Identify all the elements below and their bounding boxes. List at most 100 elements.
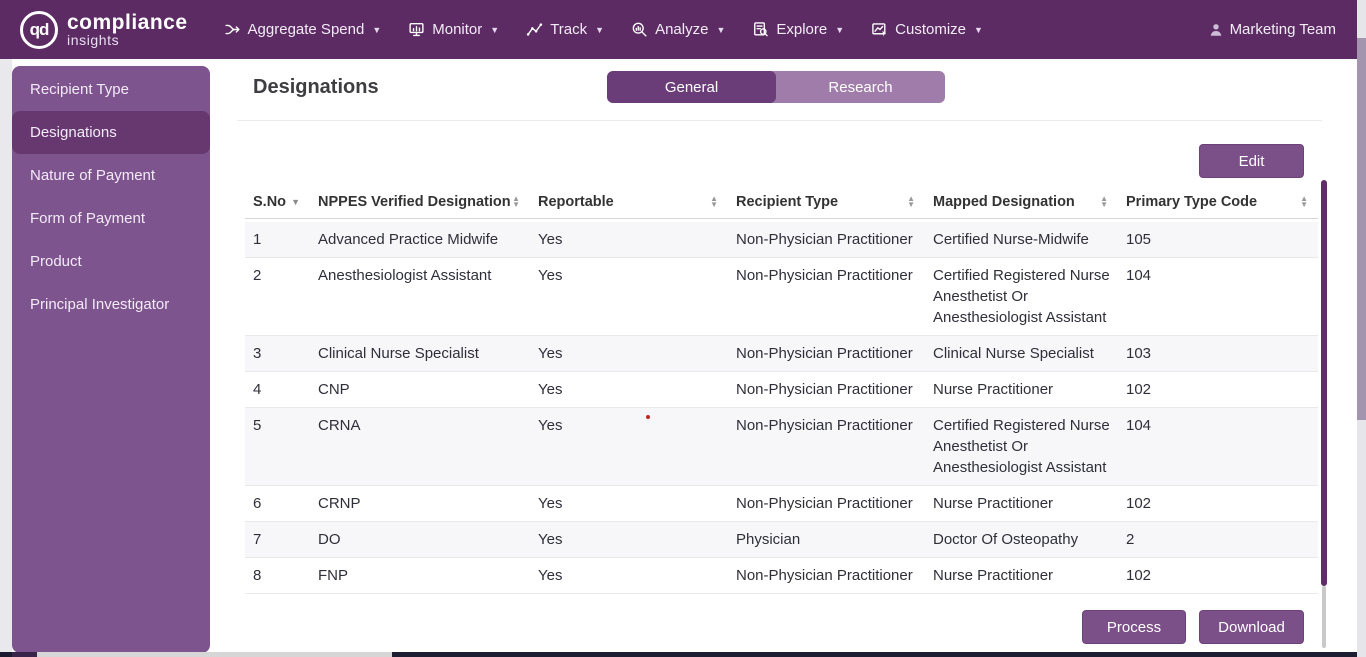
column-header-reportable[interactable]: Reportable ▲ ▼: [530, 188, 728, 210]
nav-item-explore[interactable]: Explore ▼: [752, 21, 844, 38]
sort-icon[interactable]: ▲ ▼: [710, 194, 718, 209]
cell-mapped: Nurse Practitioner: [933, 495, 1054, 512]
nav-item-label: Monitor: [432, 21, 483, 38]
table-row[interactable]: 3 Clinical Nurse Specialist Yes Non-Physici…: [245, 336, 1318, 372]
table-scrollbar-track[interactable]: [1322, 586, 1326, 648]
column-header-nppes-verified-designation[interactable]: NPPES Verified Designation ▲ ▼: [310, 188, 530, 210]
cell-code: 104: [1126, 267, 1152, 284]
sidebar-item-form-of-payment[interactable]: Form of Payment: [30, 210, 146, 227]
cell-code: 104: [1126, 417, 1152, 434]
table-row[interactable]: 5 CRNA Yes Non-Physician Practitioner Certif…: [245, 408, 1318, 486]
cell-sno: 6: [253, 495, 262, 512]
horizontal-scrollbar-corner: [0, 652, 12, 657]
logo-title: compliance: [67, 10, 188, 34]
sort-icon[interactable]: ▲ ▼: [907, 194, 915, 209]
logo-monogram: qd: [29, 19, 50, 39]
page-scrollbar-thumb[interactable]: [1357, 38, 1366, 420]
cell-reportable: Yes: [538, 567, 563, 584]
sidebar-item-nature-of-payment[interactable]: Nature of Payment: [30, 167, 156, 184]
cell-designation: Anesthesiologist Assistant: [318, 267, 492, 284]
nav-item-label: Explore: [776, 21, 828, 38]
user-icon: [1210, 23, 1221, 36]
column-header-s-no[interactable]: S.No ▼: [245, 188, 310, 210]
left-gutter: [0, 59, 12, 652]
nav-item-track[interactable]: Track ▼: [526, 21, 604, 38]
logo-subtitle: insights: [67, 31, 120, 48]
sidebar-item-designations[interactable]: Designations: [12, 111, 210, 154]
tab-general[interactable]: General: [607, 71, 776, 103]
cell-sno: 3: [253, 345, 262, 362]
table-row[interactable]: 4 CNP Yes Non-Physician Practitioner Nurse P…: [245, 372, 1318, 408]
tab-research[interactable]: Research: [828, 78, 893, 96]
column-header-recipient-type[interactable]: Recipient Type ▲ ▼: [728, 188, 925, 210]
column-header-primary-type-code[interactable]: Primary Type Code ▲ ▼: [1118, 188, 1318, 210]
sort-icon[interactable]: ▲ ▼: [1100, 194, 1108, 209]
logo-icon: qd: [20, 10, 58, 49]
user-menu[interactable]: Marketing Team: [1208, 0, 1336, 59]
cell-sno: 2: [253, 267, 262, 284]
cell-recipient_type: Non-Physician Practitioner: [736, 345, 913, 362]
column-label: Primary Type Code: [1126, 194, 1258, 210]
cell-reportable: Yes: [538, 267, 563, 284]
tab-bar: General Research: [607, 71, 945, 103]
cell-mapped: Certified Registered Nurse Anesthetist O…: [933, 417, 1110, 476]
sidebar: Recipient Type Designations Nature of Paym…: [12, 66, 210, 653]
sort-icon[interactable]: ▲ ▼: [512, 194, 520, 209]
horizontal-scrollbar-thumb-left[interactable]: [12, 652, 37, 657]
chevron-down-icon: ▼: [595, 24, 605, 35]
cell-recipient_type: Non-Physician Practitioner: [736, 567, 913, 584]
explore-icon: [754, 22, 769, 37]
edit-button[interactable]: Edit: [1199, 144, 1304, 178]
table-row[interactable]: 6 CRNP Yes Non-Physician Practitioner Nurse …: [245, 486, 1318, 522]
chevron-down-icon: ▼: [835, 24, 845, 35]
nav-item-customize[interactable]: Customize ▼: [871, 21, 983, 38]
sidebar-item-principal-investigator[interactable]: Principal Investigator: [30, 296, 170, 313]
logo[interactable]: qd compliance insights: [20, 10, 188, 49]
cell-reportable: Yes: [538, 231, 563, 248]
sort-icon[interactable]: ▲ ▼: [1300, 194, 1308, 209]
aggregate-spend-icon: [224, 24, 240, 35]
column-label: Reportable: [538, 194, 614, 210]
chevron-down-icon: ▼: [372, 24, 382, 35]
table-row[interactable]: 8 FNP Yes Non-Physician Practitioner Nurse P…: [245, 558, 1318, 594]
nav-item-monitor[interactable]: Monitor ▼: [408, 21, 499, 38]
cell-sno: 7: [253, 531, 262, 548]
nav-menu: Aggregate Spend ▼ Monitor ▼ Track ▼ Analyze ▼ Ex…: [224, 21, 983, 38]
cell-reportable: Yes: [538, 495, 563, 512]
cell-code: 105: [1126, 231, 1152, 248]
nav-item-label: Aggregate Spend: [247, 21, 365, 38]
column-header-mapped-designation[interactable]: Mapped Designation ▲ ▼: [925, 188, 1118, 210]
sidebar-item-recipient-type[interactable]: Recipient Type: [30, 81, 129, 98]
table-row[interactable]: 1 Advanced Practice Midwife Yes Non-Physici…: [245, 222, 1318, 258]
user-name: Marketing Team: [1229, 21, 1336, 38]
top-nav: qd compliance insights Aggregate Spend ▼ M…: [0, 0, 1366, 59]
horizontal-scrollbar-track[interactable]: [37, 652, 392, 657]
page-scrollbar[interactable]: [1357, 0, 1366, 657]
designations-table: S.No ▼ NPPES Verified Designation ▲ ▼ Reporta…: [245, 188, 1318, 594]
table-row[interactable]: 7 DO Yes Physician Doctor Of Osteopathy 2: [245, 522, 1318, 558]
track-icon: [527, 23, 543, 36]
table-scrollbar-thumb[interactable]: [1321, 180, 1327, 586]
nav-item-label: Customize: [895, 21, 966, 38]
cell-reportable: Yes: [538, 531, 563, 548]
cell-reportable: Yes: [538, 345, 563, 362]
nav-item-analyze[interactable]: Analyze ▼: [631, 21, 725, 38]
cell-code: 2: [1126, 531, 1135, 548]
horizontal-scrollbar-thumb[interactable]: [392, 652, 1357, 657]
red-dot-marker: [646, 415, 650, 419]
cell-recipient_type: Non-Physician Practitioner: [736, 231, 913, 248]
table-scrollbar[interactable]: [1321, 180, 1327, 648]
sidebar-item-product[interactable]: Product: [30, 253, 82, 270]
nav-item-label: Track: [550, 21, 588, 38]
cell-code: 102: [1126, 495, 1152, 512]
cell-mapped: Doctor Of Osteopathy: [933, 531, 1079, 548]
cell-code: 102: [1126, 381, 1152, 398]
download-button[interactable]: Download: [1199, 610, 1304, 644]
process-button[interactable]: Process: [1082, 610, 1186, 644]
table-body: 1 Advanced Practice Midwife Yes Non-Physici…: [245, 222, 1318, 594]
sort-descending-icon[interactable]: ▼: [291, 197, 300, 207]
table-row[interactable]: 2 Anesthesiologist Assistant Yes Non-Physic…: [245, 258, 1318, 336]
cell-sno: 4: [253, 381, 262, 398]
cell-sno: 1: [253, 231, 262, 248]
nav-item-aggregate-spend[interactable]: Aggregate Spend ▼: [224, 21, 382, 38]
